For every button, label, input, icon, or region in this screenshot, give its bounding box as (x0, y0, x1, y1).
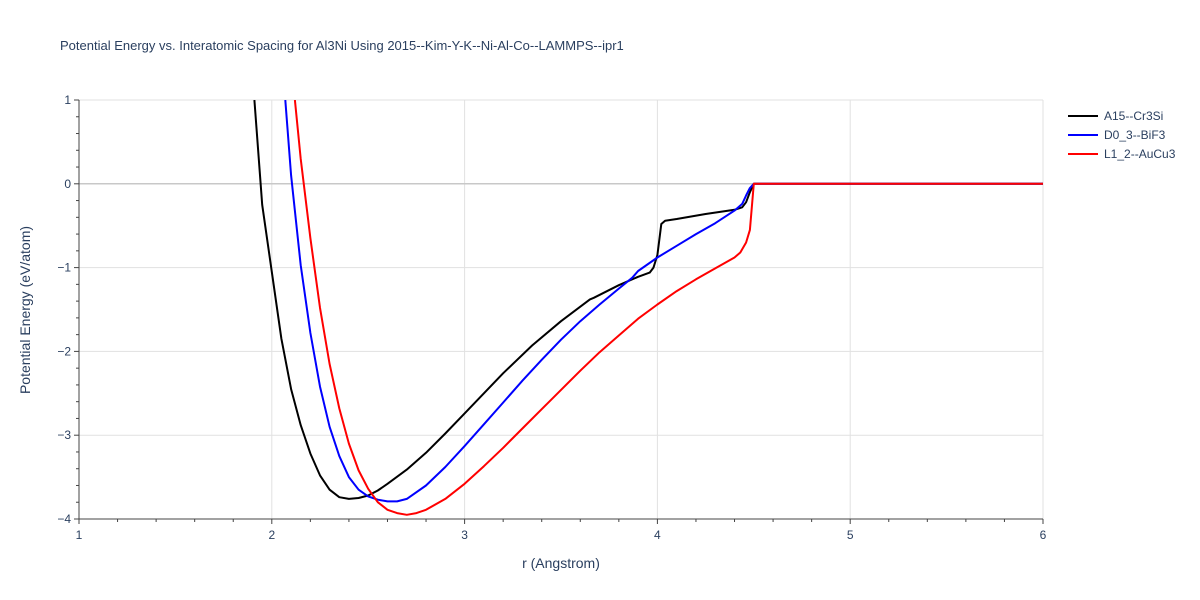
axes (78, 100, 1043, 520)
y-axis-title: Potential Energy (eV/atom) (17, 226, 33, 394)
x-tick-label: 5 (847, 528, 854, 542)
legend-label-2: L1_2--AuCu3 (1104, 147, 1176, 161)
x-tick-label: 4 (654, 528, 661, 542)
series-line-0 (253, 100, 1043, 500)
x-tick-label: 1 (76, 528, 83, 542)
legend-label-0: A15--Cr3Si (1104, 109, 1163, 123)
y-tick-label: −4 (57, 512, 71, 526)
x-axis-ticks: 1 2 3 4 5 6 (76, 519, 1047, 542)
series-line-1 (284, 100, 1043, 503)
grid-lines (78, 99, 1044, 520)
y-tick-label: −3 (57, 428, 71, 442)
y-tick-label: −1 (57, 261, 71, 275)
y-axis-ticks: 1 0 −1 −2 −3 −4 (57, 93, 79, 526)
x-axis-title: r (Angstrom) (522, 555, 600, 571)
x-tick-label: 3 (461, 528, 468, 542)
x-tick-label: 6 (1040, 528, 1047, 542)
legend-label-1: D0_3--BiF3 (1104, 128, 1166, 142)
legend: A15--Cr3Si D0_3--BiF3 L1_2--AuCu3 (1068, 109, 1176, 161)
y-tick-label: 1 (64, 93, 71, 107)
y-tick-label: −2 (57, 344, 71, 358)
x-tick-label: 2 (268, 528, 275, 542)
series-layer (253, 100, 1043, 516)
series-line-2 (293, 100, 1043, 516)
chart-title: Potential Energy vs. Interatomic Spacing… (60, 38, 624, 53)
y-tick-label: 0 (64, 177, 71, 191)
